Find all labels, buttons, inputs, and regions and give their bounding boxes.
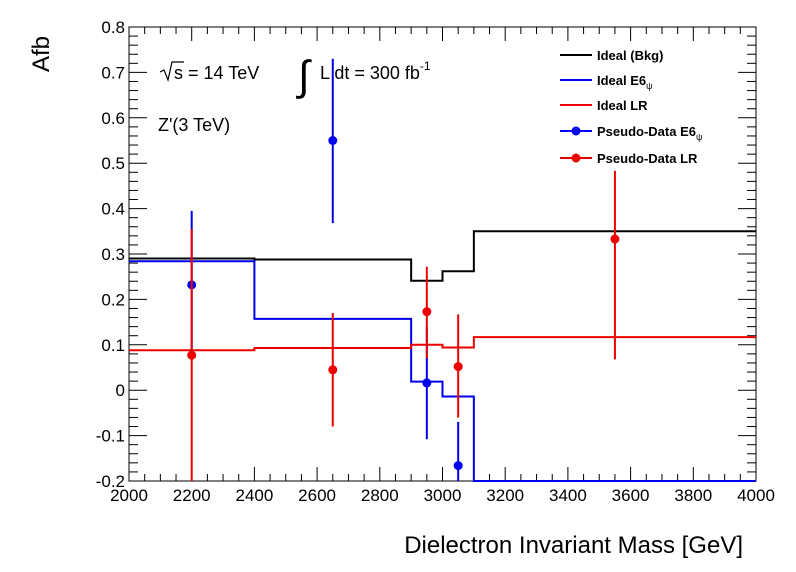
sqrt-symbol-icon bbox=[159, 61, 184, 83]
legend-label-text: Pseudo-Data LR bbox=[597, 151, 698, 166]
y-axis-title: Afb bbox=[28, 36, 55, 72]
x-tick-label: 2600 bbox=[298, 486, 336, 505]
plot-frame bbox=[128, 26, 757, 482]
legend-label-pd_lr: Pseudo-Data LR bbox=[597, 151, 698, 166]
zprime-label: Z'(3 TeV) bbox=[158, 115, 230, 135]
marker-pd_e6 bbox=[422, 378, 432, 388]
legend-label-text: Ideal LR bbox=[597, 98, 648, 113]
y-tick-label: 0.8 bbox=[101, 18, 125, 37]
annotation-luminosity: ∫ L dt = 300 fb-1 bbox=[296, 52, 431, 99]
legend-marker-pd_e6 bbox=[571, 126, 581, 136]
legend-marker-pd_lr bbox=[571, 153, 581, 163]
marker-pd_e6 bbox=[453, 461, 463, 471]
x-tick-label: 3000 bbox=[424, 486, 462, 505]
y-tick-label: 0.3 bbox=[101, 245, 125, 264]
integral-symbol-icon: ∫ bbox=[296, 52, 312, 99]
annotation-sqrt-s: s = 14 TeV bbox=[159, 61, 259, 83]
series-layer bbox=[129, 58, 756, 482]
x-tick-labels: 2000 2200 2400 2600 2800 3000 3200 3400 3600 3800… bbox=[110, 486, 775, 505]
x-tick-label: 2400 bbox=[235, 486, 273, 505]
legend-label-bkg: Ideal (Bkg) bbox=[597, 48, 663, 63]
lumi-exponent: -1 bbox=[420, 59, 431, 73]
y-tick-label: 0.2 bbox=[101, 290, 125, 309]
y-tick-label: 0.6 bbox=[101, 109, 125, 128]
x-tick-label: 2000 bbox=[110, 486, 148, 505]
y-tick-label: 0.5 bbox=[101, 154, 125, 173]
legend-label-subscript: ψ bbox=[696, 132, 702, 142]
y-tick-labels: -0.2 -0.1 0 0.1 0.2 0.3 0.4 0.5 0.6 0.7 0.8 bbox=[96, 18, 125, 491]
marker-pd_lr bbox=[328, 365, 338, 375]
y-tick-label: 0.7 bbox=[101, 63, 125, 82]
series-step-e6 bbox=[129, 260, 756, 482]
marker-pd_lr bbox=[422, 307, 432, 317]
lumi-label: L dt = 300 fb-1 bbox=[320, 59, 431, 83]
x-tick-label: 3800 bbox=[674, 486, 712, 505]
series-step-bkg bbox=[129, 230, 756, 282]
legend-label-text: Ideal (Bkg) bbox=[597, 48, 663, 63]
legend-label-text: Ideal E6 bbox=[597, 73, 646, 88]
marker-pd_lr bbox=[610, 234, 620, 244]
legend-label-subscript: ψ bbox=[646, 81, 652, 91]
marker-pd_e6 bbox=[328, 136, 338, 145]
lumi-prefix: L dt = 300 fb bbox=[320, 63, 420, 83]
marker-pd_lr bbox=[187, 350, 197, 360]
marker-pd_lr bbox=[453, 362, 463, 372]
x-tick-label: 2200 bbox=[173, 486, 211, 505]
y-tick-label: -0.2 bbox=[96, 472, 125, 491]
x-tick-label: 4000 bbox=[737, 486, 775, 505]
legend-label-lr: Ideal LR bbox=[597, 98, 648, 113]
x-tick-label: 3600 bbox=[612, 486, 650, 505]
sqrt-s-label: s = 14 TeV bbox=[174, 63, 259, 83]
x-axis-title: Dielectron Invariant Mass [GeV] bbox=[404, 532, 743, 559]
legend-label-text: Pseudo-Data E6 bbox=[597, 124, 696, 139]
x-tick-label: 3200 bbox=[486, 486, 524, 505]
legend-label-e6: Ideal E6ψ bbox=[597, 73, 653, 91]
axis-ticks bbox=[128, 26, 757, 482]
y-tick-label: 0.1 bbox=[101, 336, 125, 355]
legend-label-pd_e6: Pseudo-Data E6ψ bbox=[597, 124, 702, 142]
y-tick-label: 0 bbox=[116, 381, 125, 400]
x-tick-label: 3400 bbox=[549, 486, 587, 505]
x-tick-label: 2800 bbox=[361, 486, 399, 505]
y-tick-label: 0.4 bbox=[101, 200, 125, 219]
y-tick-label: -0.1 bbox=[96, 427, 125, 446]
series-step-lr bbox=[129, 336, 756, 352]
